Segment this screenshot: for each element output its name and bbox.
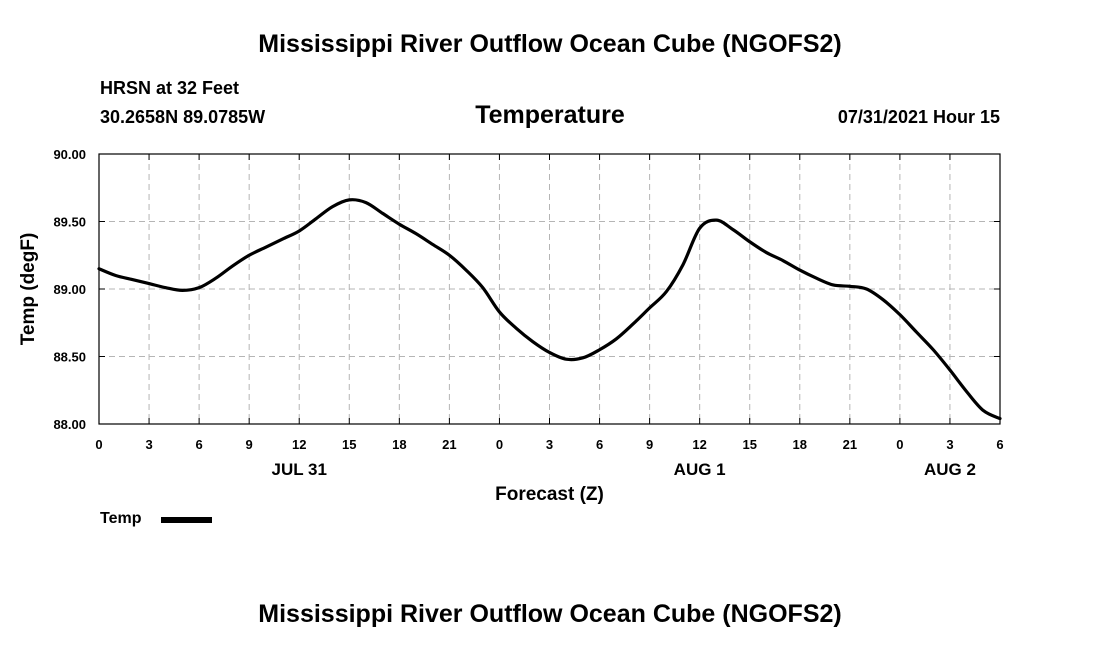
x-tick-label: 0	[896, 437, 903, 452]
x-tick-label: 3	[145, 437, 152, 452]
variable-title: Temperature	[475, 101, 625, 129]
axis-labels: 0 3 6 9 12 15 18 21 0 3 6 9 12 15 18 21 0 3 6 88.00 88.50 89.…	[18, 147, 1004, 505]
y-tick-label: 88.50	[53, 350, 86, 365]
x-tick-label: 15	[742, 437, 756, 452]
x-tick-label: 15	[342, 437, 356, 452]
series-layer	[97, 198, 1002, 421]
legend-line-swatch	[161, 517, 212, 523]
date-label: AUG 2	[924, 460, 976, 479]
x-tick-label: 3	[946, 437, 953, 452]
x-tick-label: 6	[195, 437, 202, 452]
x-tick-label: 0	[95, 437, 102, 452]
legend-label: Temp	[100, 510, 142, 527]
x-tick-label: 9	[646, 437, 653, 452]
x-tick-label: 12	[292, 437, 306, 452]
date-label: JUL 31	[271, 460, 326, 479]
x-axis-title: Forecast (Z)	[495, 484, 604, 505]
y-tick-label: 88.00	[53, 417, 86, 432]
axes	[98, 153, 1001, 425]
x-tick-label: 18	[392, 437, 406, 452]
footer-title: Mississippi River Outflow Ocean Cube (NG…	[258, 600, 842, 628]
chart-title: Mississippi River Outflow Ocean Cube (NG…	[258, 30, 842, 58]
x-tick-label: 0	[496, 437, 503, 452]
x-tick-label: 21	[442, 437, 456, 452]
x-tick-label: 3	[546, 437, 553, 452]
x-tick-label: 18	[793, 437, 807, 452]
forecast-datetime: 07/31/2021 Hour 15	[837, 107, 1000, 127]
coordinates-label: 30.2658N 89.0785W	[100, 107, 266, 127]
y-tick-label: 89.50	[53, 215, 86, 230]
date-label: AUG 1	[674, 460, 726, 479]
x-tick-label: 6	[596, 437, 603, 452]
y-tick-label: 90.00	[53, 147, 86, 162]
y-tick-label: 89.00	[53, 282, 86, 297]
station-label: HRSN at 32 Feet	[100, 78, 240, 98]
y-axis-title: Temp (degF)	[18, 233, 39, 346]
x-tick-label: 21	[843, 437, 857, 452]
x-tick-label: 6	[996, 437, 1003, 452]
x-tick-label: 12	[692, 437, 706, 452]
x-tick-label: 9	[246, 437, 253, 452]
